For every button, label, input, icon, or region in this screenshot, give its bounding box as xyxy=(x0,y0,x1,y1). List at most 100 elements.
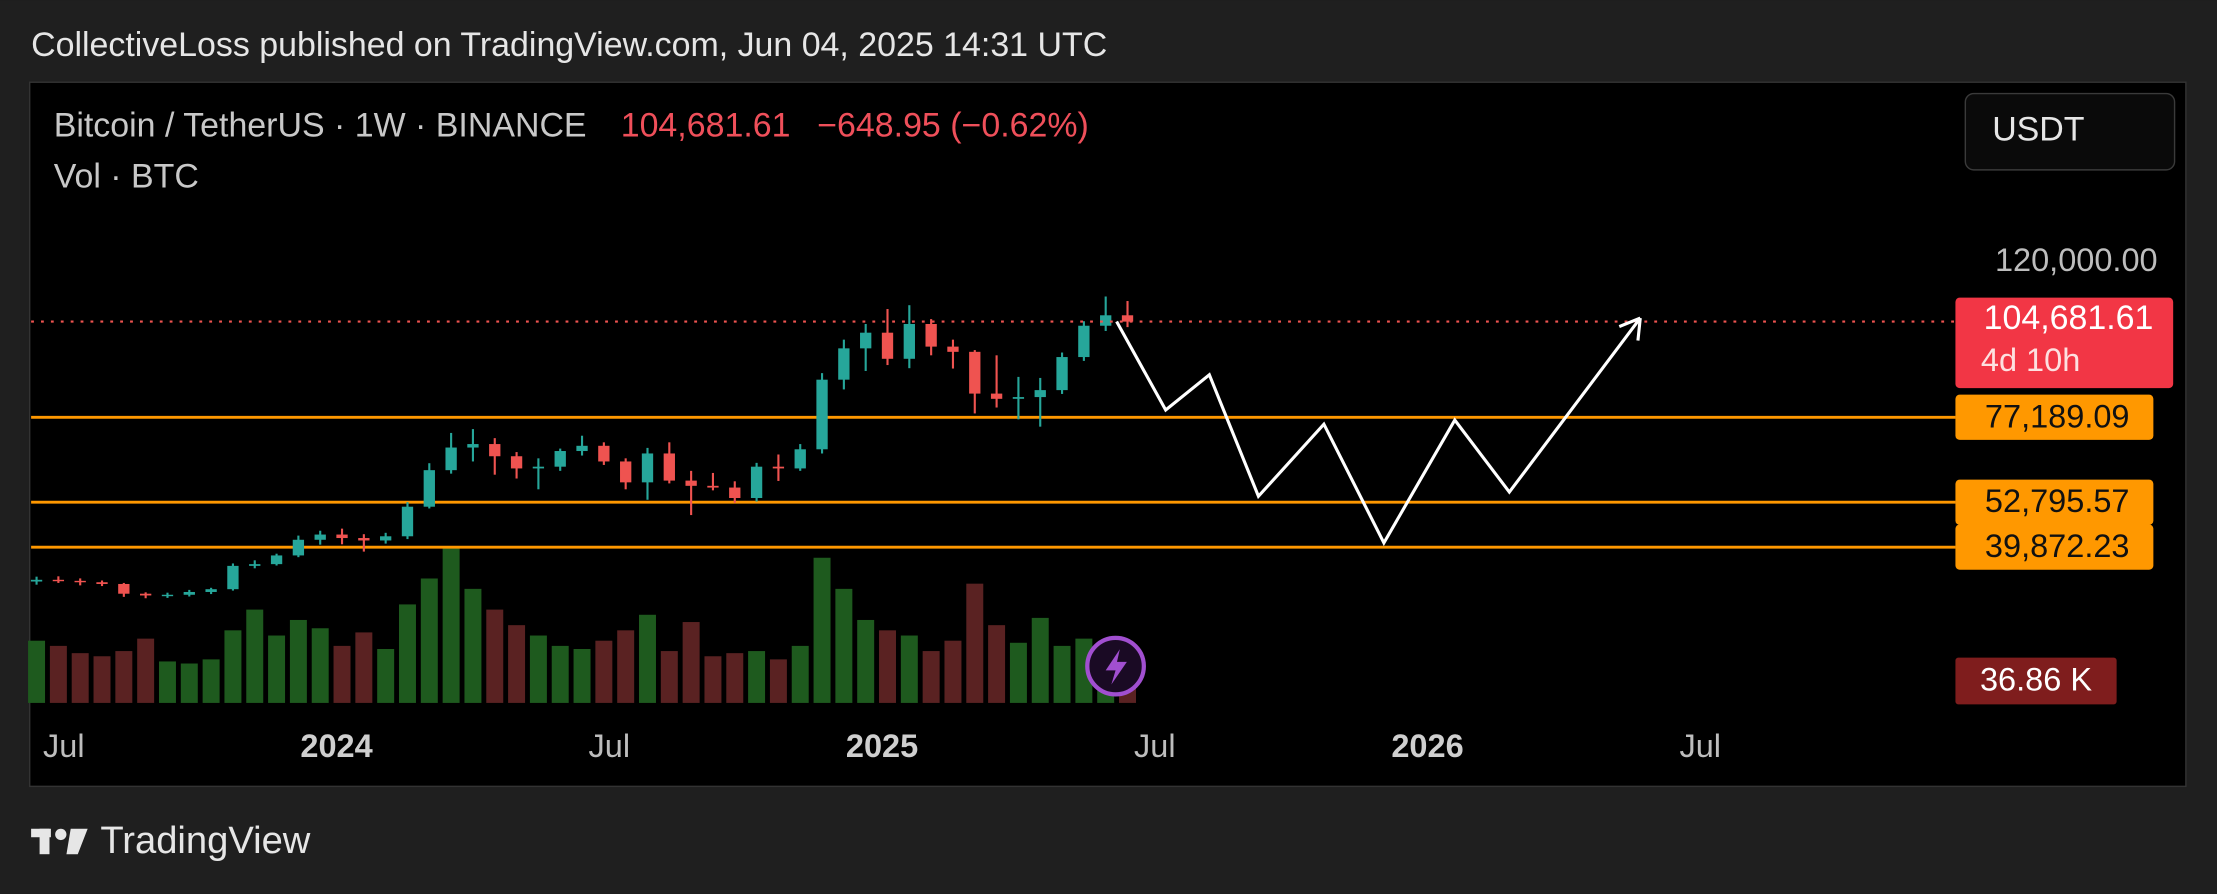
candle-body xyxy=(1078,325,1090,358)
candle-body xyxy=(641,453,654,483)
volume-bar xyxy=(1009,642,1027,703)
volume-bar xyxy=(791,645,809,703)
volume-bar xyxy=(944,640,962,703)
y-tick-label: 120,000.00 xyxy=(1995,242,2158,278)
candle-body xyxy=(489,444,501,457)
candle-body xyxy=(969,351,981,394)
candle-body xyxy=(772,466,785,469)
currency[interactable]: USDT xyxy=(1992,111,2084,149)
volume-bar xyxy=(442,547,460,703)
candle-body xyxy=(183,591,195,595)
candle-body xyxy=(576,445,588,452)
level-label: 39,872.23 xyxy=(1985,528,2130,564)
candle-body xyxy=(1034,390,1046,398)
candle-body xyxy=(1121,315,1134,322)
candle-body xyxy=(1012,397,1025,399)
volume-bar xyxy=(180,663,198,703)
volume-bar xyxy=(529,635,547,703)
candle-body xyxy=(1056,357,1068,391)
currency-button[interactable] xyxy=(1964,92,2176,171)
volume-bar xyxy=(399,604,416,703)
candle-body xyxy=(598,445,610,462)
candle-body xyxy=(227,565,239,590)
volume-bar xyxy=(595,640,613,703)
volume-bar xyxy=(922,651,940,703)
last-price: 104,681.61 xyxy=(621,106,791,144)
x-tick-label: 2024 xyxy=(300,728,372,764)
candle-body xyxy=(423,470,435,507)
volume-bar xyxy=(573,648,591,703)
x-tick-label: 2025 xyxy=(846,728,918,764)
price-change: −648.95 (−0.62%) xyxy=(817,106,1089,144)
projection-path xyxy=(1115,317,1642,547)
candle-body xyxy=(358,538,370,541)
arrow-head xyxy=(1618,316,1641,328)
footer-logo xyxy=(31,828,88,855)
candle-body xyxy=(270,555,283,565)
candle-body xyxy=(860,332,872,349)
volume-bar xyxy=(246,609,264,703)
volume-bar xyxy=(333,645,351,703)
volume-bar xyxy=(377,648,395,703)
volume-bar xyxy=(115,651,133,703)
level-tag xyxy=(1955,394,2154,440)
volume-bar xyxy=(202,659,220,703)
volume-bar xyxy=(158,661,176,703)
volume-bar xyxy=(726,653,744,703)
x-tick-label: Jul xyxy=(1679,728,1721,764)
x-tick-label: Jul xyxy=(43,728,85,764)
candle-body xyxy=(990,393,1003,399)
volume-bar xyxy=(639,614,656,703)
volume-bar xyxy=(28,640,46,703)
arrow-head xyxy=(1636,317,1642,341)
x-tick-label: Jul xyxy=(1134,728,1176,764)
volume-bar xyxy=(464,588,482,703)
bolt-icon xyxy=(1085,635,1146,697)
volume-bar xyxy=(879,630,896,703)
volume-bar xyxy=(617,630,635,703)
volume-bar xyxy=(966,583,984,703)
candle-body xyxy=(816,379,828,450)
volume-bar xyxy=(900,635,918,703)
candle-body xyxy=(445,447,457,471)
volume-bar xyxy=(835,588,853,703)
volume-bar xyxy=(486,609,504,703)
candle-body xyxy=(74,580,86,583)
level-tag xyxy=(1955,524,2154,570)
candle-body xyxy=(205,589,217,592)
candle-body xyxy=(292,539,305,556)
volume-bar xyxy=(1031,617,1049,703)
candle-body xyxy=(314,534,326,540)
price-tag-label: 104,681.61 xyxy=(1984,299,2154,337)
logo-part xyxy=(39,828,50,855)
candle-body xyxy=(685,480,697,486)
volume-bar xyxy=(224,630,242,703)
x-tick-label: 2026 xyxy=(1391,728,1463,764)
candle-body xyxy=(925,323,937,347)
publish-info: CollectiveLoss published on TradingView.… xyxy=(31,26,1107,64)
candle-body xyxy=(140,593,152,596)
logo-part xyxy=(55,828,67,841)
volume-tag xyxy=(1955,657,2117,705)
candle-body xyxy=(729,487,741,499)
level-label: 77,189.09 xyxy=(1985,398,2130,434)
candle-body xyxy=(663,453,675,481)
candle-body xyxy=(249,564,261,566)
volume-bar xyxy=(682,622,700,703)
candle-body xyxy=(401,506,414,537)
candle-body xyxy=(467,444,479,448)
price-tag xyxy=(1955,297,2174,389)
volume-bar xyxy=(813,557,831,703)
volume-bar xyxy=(508,625,526,703)
candle-body xyxy=(96,582,108,584)
candle-body xyxy=(532,466,545,469)
level-label: 52,795.57 xyxy=(1985,483,2130,519)
countdown: 4d 10h xyxy=(1981,342,2080,378)
candle-body xyxy=(794,449,806,469)
candle-body xyxy=(336,534,348,539)
volume-bar xyxy=(71,653,89,703)
candle-body xyxy=(510,456,523,469)
volume-bar xyxy=(420,578,438,703)
